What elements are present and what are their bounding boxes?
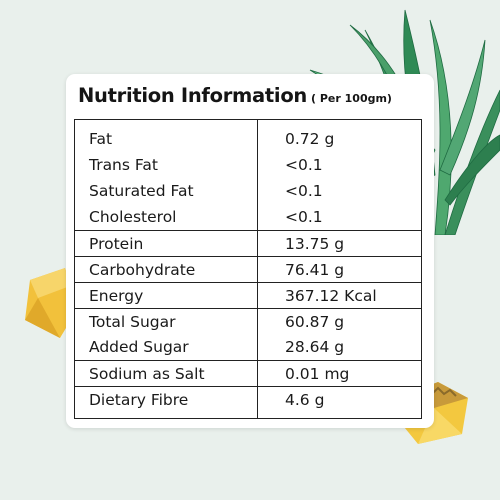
nutrient-value: 76.41 g [285,261,345,279]
nutrient-value: <0.1 [285,156,323,174]
nutrient-value: 60.87 g [285,313,345,331]
nutrient-value: 0.01 mg [285,365,350,383]
table-row: Carbohydrate 76.41 g [75,256,421,283]
table-row: Saturated Fat <0.1 [75,178,421,204]
title-text: Nutrition Information [78,84,307,107]
nutrient-name: Dietary Fibre [89,391,189,409]
nutrient-name: Protein [89,235,144,253]
nutrient-name: Carbohydrate [89,261,196,279]
nutrient-value: 13.75 g [285,235,345,253]
table-row: Sodium as Salt 0.01 mg [75,360,421,387]
pineapple-chunk-icon [25,268,78,338]
table-row: Dietary Fibre 4.6 g [75,386,421,413]
table-row: Fat 0.72 g [75,126,421,152]
nutrient-value: 0.72 g [285,130,335,148]
table-row: Energy 367.12 Kcal [75,282,421,309]
nutrient-name: Sodium as Salt [89,365,205,383]
column-divider [257,120,258,418]
table-row: Cholesterol <0.1 [75,204,421,230]
nutrient-value: 367.12 Kcal [285,287,377,305]
nutrition-card: Nutrition Information ( Per 100gm) Fat 0.… [66,74,434,428]
nutrition-table: Fat 0.72 g Trans Fat <0.1 Saturated Fat … [74,119,422,419]
nutrient-name: Trans Fat [89,156,158,174]
nutrition-title: Nutrition Information ( Per 100gm) [78,84,428,107]
nutrient-name: Added Sugar [89,338,189,356]
nutrient-name: Cholesterol [89,208,177,226]
table-row: Protein 13.75 g [75,230,421,257]
nutrient-value: <0.1 [285,208,323,226]
nutrient-value: <0.1 [285,182,323,200]
nutrient-name: Energy [89,287,144,305]
table-row: Trans Fat <0.1 [75,152,421,178]
nutrient-value: 4.6 g [285,391,325,409]
table-row: Added Sugar 28.64 g [75,334,421,360]
nutrient-name: Saturated Fat [89,182,194,200]
nutrient-name: Total Sugar [89,313,176,331]
table-row: Total Sugar 60.87 g [75,308,421,335]
subtitle-text: ( Per 100gm) [311,92,392,105]
nutrient-name: Fat [89,130,113,148]
nutrient-value: 28.64 g [285,338,345,356]
